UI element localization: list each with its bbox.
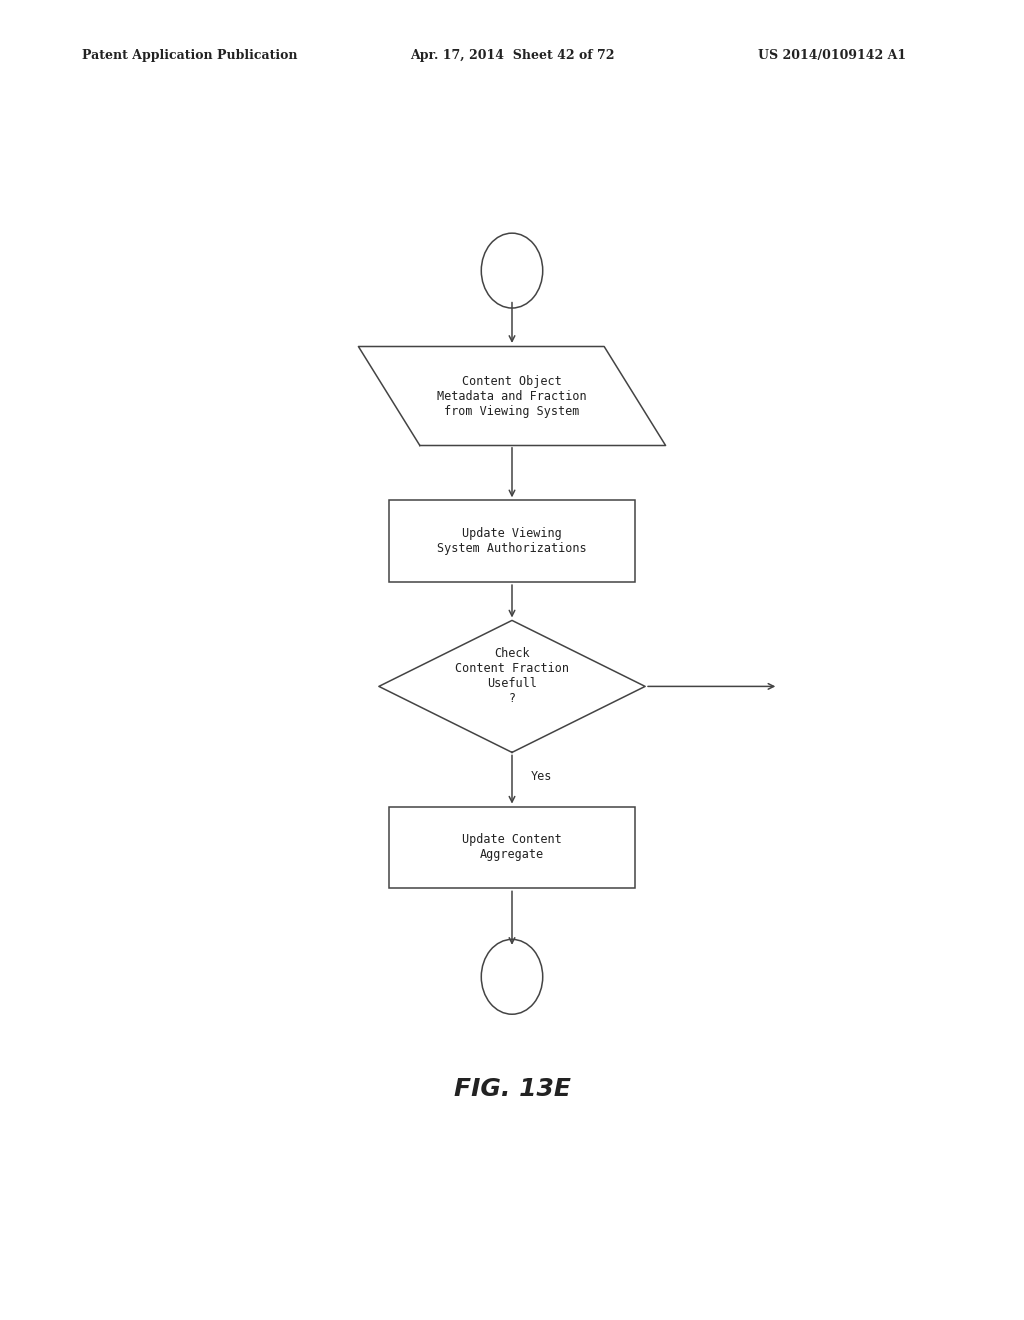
Text: Patent Application Publication: Patent Application Publication bbox=[82, 49, 297, 62]
Text: FIG. 13E: FIG. 13E bbox=[454, 1077, 570, 1101]
Text: US 2014/0109142 A1: US 2014/0109142 A1 bbox=[758, 49, 906, 62]
Text: Update Viewing
System Authorizations: Update Viewing System Authorizations bbox=[437, 527, 587, 556]
Text: Update Content
Aggregate: Update Content Aggregate bbox=[462, 833, 562, 862]
Text: Content Object
Metadata and Fraction
from Viewing System: Content Object Metadata and Fraction fro… bbox=[437, 375, 587, 417]
Text: Check
Content Fraction
Usefull
?: Check Content Fraction Usefull ? bbox=[455, 647, 569, 705]
Bar bbox=[389, 807, 635, 888]
Text: Yes: Yes bbox=[530, 770, 552, 783]
Text: Apr. 17, 2014  Sheet 42 of 72: Apr. 17, 2014 Sheet 42 of 72 bbox=[410, 49, 614, 62]
Bar bbox=[389, 500, 635, 582]
